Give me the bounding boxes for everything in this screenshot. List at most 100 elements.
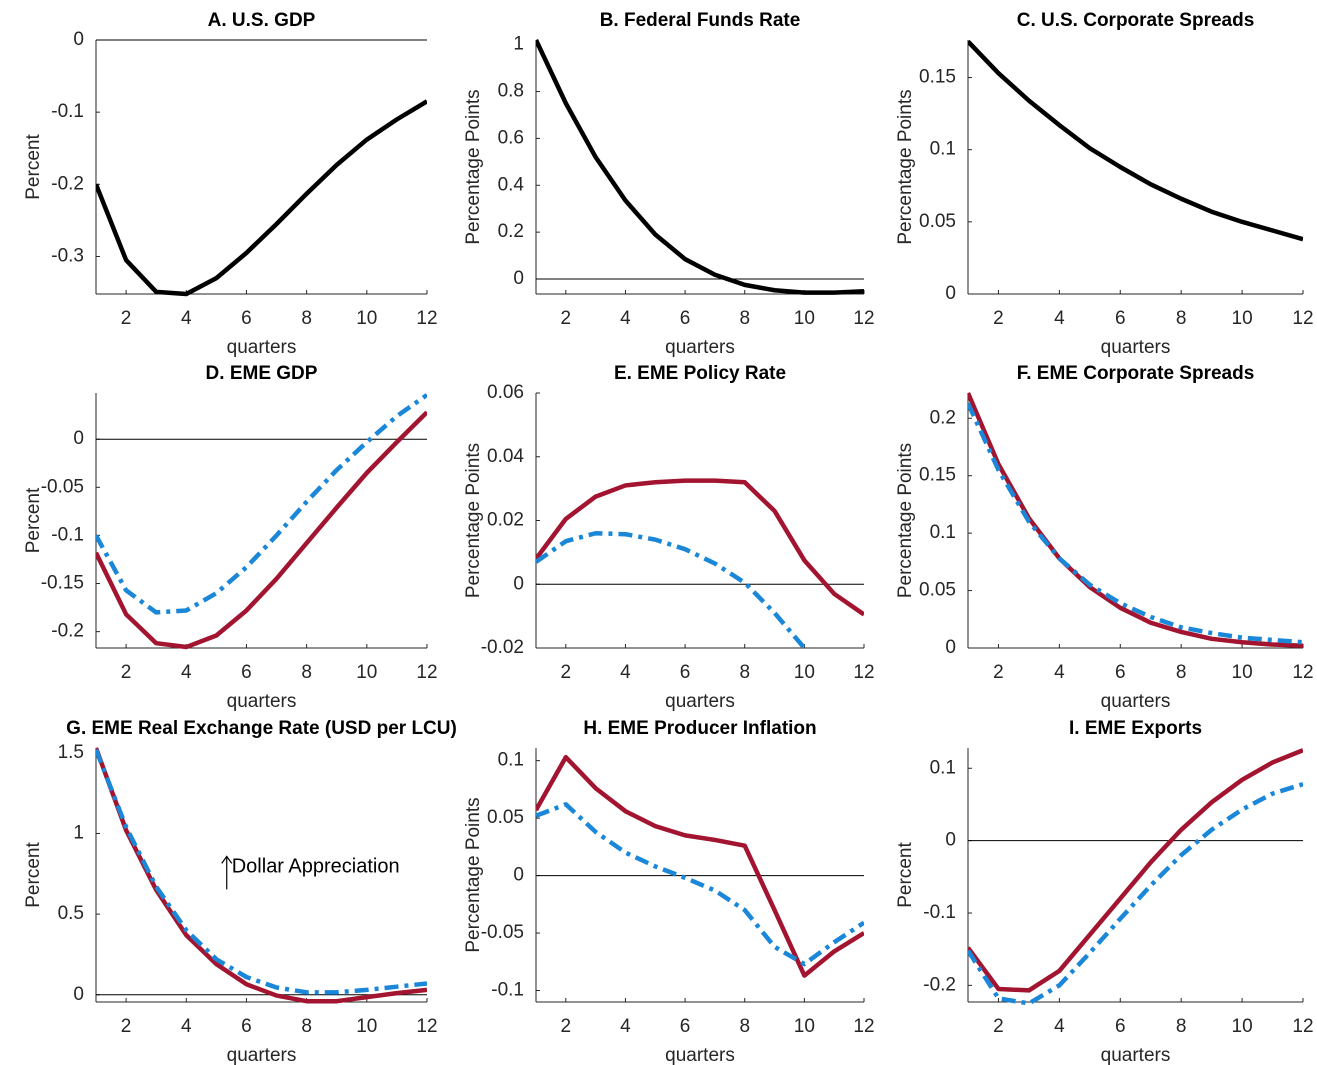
x-tick-label: 10 bbox=[1232, 1016, 1253, 1037]
panel-title: I. EME Exports bbox=[1069, 718, 1202, 739]
y-tick-label: -0.15 bbox=[41, 573, 84, 594]
x-tick-label: 4 bbox=[620, 1016, 631, 1037]
y-tick-label: 0 bbox=[73, 428, 84, 449]
series-line bbox=[968, 392, 1303, 648]
y-tick-label: 0 bbox=[73, 984, 84, 1005]
x-tick-label: 4 bbox=[1054, 1016, 1065, 1037]
panel: A. U.S. GDP quarters Percent 2 4 6 8 10 12 -0.3 -0… bbox=[23, 10, 438, 358]
x-tick-label: 10 bbox=[794, 1016, 815, 1037]
series-line bbox=[536, 802, 864, 967]
x-tick-label: 8 bbox=[301, 308, 312, 329]
y-tick-label: -0.1 bbox=[51, 101, 84, 122]
y-tick-label: 0.15 bbox=[919, 67, 956, 88]
y-tick-label: 0 bbox=[513, 268, 524, 289]
y-tick-label: 0.5 bbox=[58, 903, 84, 924]
y-tick-label: -0.1 bbox=[491, 980, 524, 1001]
x-axis-label: quarters bbox=[665, 1045, 735, 1065]
panel-title: D. EME GDP bbox=[206, 363, 318, 384]
x-tick-label: 12 bbox=[1292, 662, 1313, 683]
y-tick-label: 0.4 bbox=[498, 174, 525, 195]
y-tick-label: 0.6 bbox=[498, 127, 524, 148]
y-tick-label: 1 bbox=[513, 34, 524, 55]
x-tick-label: 2 bbox=[561, 308, 572, 329]
y-tick-label: -0.1 bbox=[51, 524, 84, 545]
y-tick-label: -0.05 bbox=[481, 922, 524, 943]
x-tick-label: 4 bbox=[1054, 662, 1065, 683]
x-tick-label: 8 bbox=[301, 1016, 312, 1037]
y-tick-label: 0 bbox=[73, 29, 84, 50]
x-tick-label: 10 bbox=[356, 662, 377, 683]
x-tick-label: 12 bbox=[1292, 308, 1313, 329]
x-axis-label: quarters bbox=[1101, 337, 1171, 358]
x-tick-label: 6 bbox=[680, 1016, 691, 1037]
y-tick-label: -0.1 bbox=[923, 902, 956, 923]
panel: C. U.S. Corporate Spreads quarters Percent… bbox=[895, 10, 1314, 358]
x-tick-label: 10 bbox=[1232, 662, 1253, 683]
series-line bbox=[536, 39, 864, 295]
panel: D. EME GDP quarters Percent 2 4 6 8 10 12 -0.2 -0.… bbox=[23, 363, 438, 712]
x-tick-label: 2 bbox=[993, 662, 1004, 683]
panel-title: C. U.S. Corporate Spreads bbox=[1017, 10, 1255, 31]
panel-title: A. U.S. GDP bbox=[208, 10, 316, 31]
x-axis-label: quarters bbox=[665, 337, 735, 358]
panel-title: H. EME Producer Inflation bbox=[583, 718, 816, 739]
x-tick-label: 6 bbox=[680, 308, 691, 329]
x-tick-label: 2 bbox=[561, 662, 572, 683]
y-axis-label: Percent bbox=[23, 134, 44, 200]
x-tick-label: 12 bbox=[853, 662, 874, 683]
panel-title: F. EME Corporate Spreads bbox=[1017, 363, 1255, 384]
y-tick-label: 1.5 bbox=[58, 742, 84, 763]
x-tick-label: 2 bbox=[121, 662, 132, 683]
series-line bbox=[968, 39, 1303, 242]
series-line bbox=[96, 410, 427, 650]
x-tick-label: 12 bbox=[853, 308, 874, 329]
y-tick-label: 0.04 bbox=[487, 446, 524, 467]
y-axis-label: Percentage Points bbox=[463, 89, 484, 244]
x-tick-label: 2 bbox=[121, 308, 132, 329]
x-tick-label: 10 bbox=[356, 1016, 377, 1037]
y-tick-label: 0.05 bbox=[919, 211, 956, 232]
annotation: Dollar Appreciation bbox=[232, 856, 400, 878]
y-axis-label: Percentage Points bbox=[895, 89, 916, 244]
y-axis-label: Percent bbox=[895, 842, 916, 908]
series-line bbox=[96, 393, 427, 615]
y-tick-label: 0 bbox=[513, 865, 524, 886]
y-axis-label: Percentage Points bbox=[895, 443, 916, 598]
panel: I. EME Exports quarters Percent 2 4 6 8 10 12 -0.… bbox=[895, 718, 1314, 1065]
y-axis-label: Percentage Points bbox=[463, 797, 484, 952]
x-tick-label: 8 bbox=[739, 662, 750, 683]
y-tick-label: -0.02 bbox=[481, 637, 524, 658]
x-tick-label: 12 bbox=[1292, 1016, 1313, 1037]
x-tick-label: 6 bbox=[241, 308, 252, 329]
x-tick-label: 12 bbox=[853, 1016, 874, 1037]
y-tick-label: 0 bbox=[513, 573, 524, 594]
y-tick-label: -0.2 bbox=[51, 621, 84, 642]
y-tick-label: 0.1 bbox=[498, 750, 524, 771]
x-tick-label: 8 bbox=[1176, 308, 1187, 329]
x-tick-label: 8 bbox=[739, 1016, 750, 1037]
x-tick-label: 6 bbox=[1115, 1016, 1126, 1037]
x-tick-label: 8 bbox=[739, 308, 750, 329]
x-tick-label: 12 bbox=[416, 308, 437, 329]
x-axis-label: quarters bbox=[227, 1045, 297, 1065]
series-line bbox=[968, 402, 1303, 645]
y-tick-label: 0.1 bbox=[930, 522, 956, 543]
y-tick-label: 0.02 bbox=[487, 510, 524, 531]
x-tick-label: 4 bbox=[181, 308, 192, 329]
series-line bbox=[536, 478, 864, 617]
x-tick-label: 6 bbox=[1115, 308, 1126, 329]
x-axis-label: quarters bbox=[1101, 1045, 1171, 1065]
x-axis-label: quarters bbox=[665, 691, 735, 712]
x-tick-label: 4 bbox=[620, 308, 631, 329]
series-line bbox=[536, 531, 807, 650]
y-tick-label: 0.8 bbox=[498, 81, 524, 102]
x-tick-label: 8 bbox=[301, 662, 312, 683]
x-tick-label: 6 bbox=[241, 662, 252, 683]
panel-title: G. EME Real Exchange Rate (USD per LCU) bbox=[66, 718, 457, 739]
x-tick-label: 10 bbox=[794, 308, 815, 329]
panel: G. EME Real Exchange Rate (USD per LCU) q… bbox=[23, 718, 457, 1065]
x-tick-label: 4 bbox=[620, 662, 631, 683]
series-line bbox=[536, 754, 864, 978]
x-tick-label: 12 bbox=[416, 1016, 437, 1037]
